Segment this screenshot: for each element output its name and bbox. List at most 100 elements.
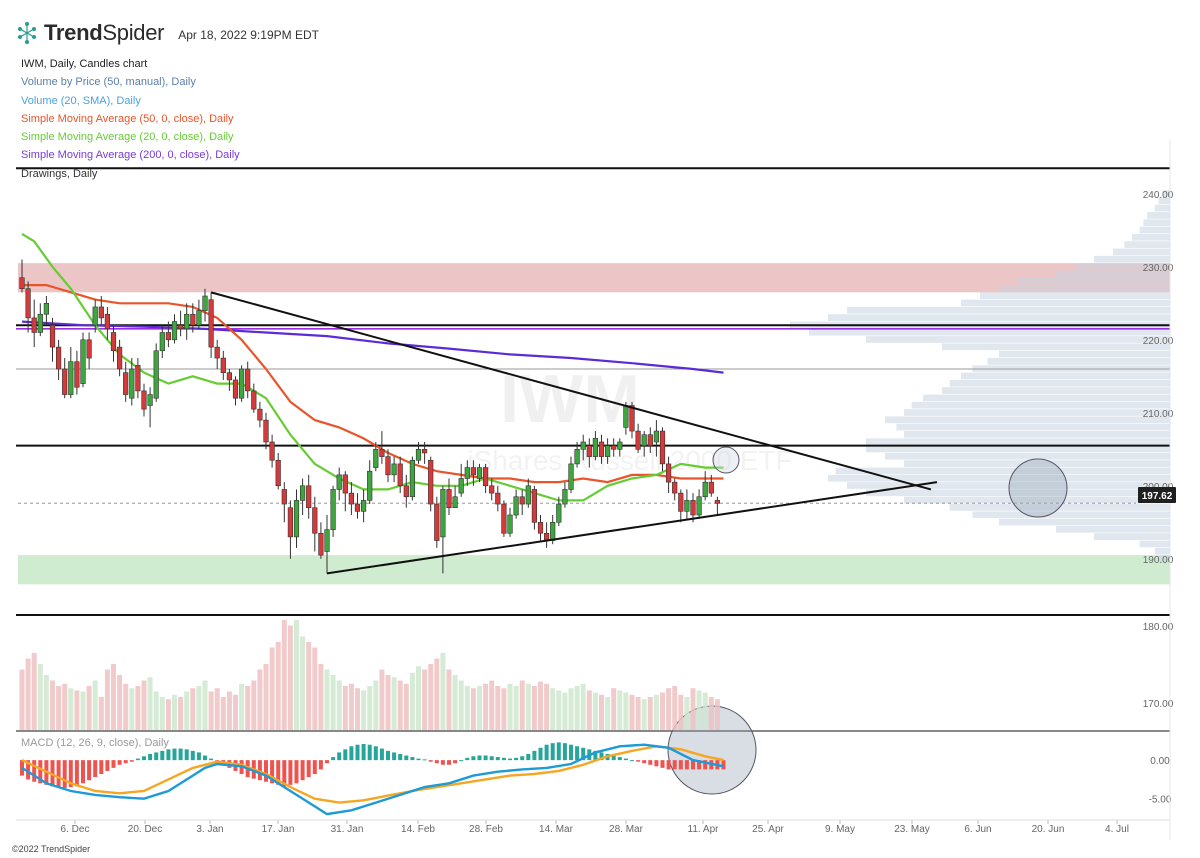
- macd-histogram-bar: [630, 760, 634, 762]
- candle-body: [123, 372, 129, 395]
- volume-bar: [422, 669, 428, 730]
- volume-bar: [275, 642, 281, 730]
- legend-item[interactable]: Volume (20, SMA), Daily: [21, 94, 141, 107]
- candle-body: [568, 463, 574, 490]
- candle-body: [190, 313, 196, 326]
- candle-body: [92, 306, 98, 326]
- volume-bar: [434, 658, 440, 730]
- volume-bar: [556, 690, 562, 730]
- macd-histogram-bar: [556, 742, 561, 761]
- x-tick-label: 4. Jul: [1105, 824, 1129, 835]
- x-tick-label: 25. Apr: [752, 824, 784, 835]
- volume-profile-bar: [904, 409, 1170, 416]
- volume-bar: [25, 658, 31, 730]
- macd-panel: MACD (12, 26, 9, close), Daily: [20, 737, 726, 816]
- candle-body: [104, 313, 110, 330]
- sma200-line: [21, 320, 724, 374]
- macd-signal-line: [21, 745, 724, 804]
- macd-histogram-bar: [111, 760, 116, 768]
- macd-histogram-bar: [26, 760, 31, 780]
- candle-body: [403, 485, 409, 498]
- candle-body: [306, 485, 312, 508]
- volume-bar: [330, 675, 336, 730]
- volume-bar: [666, 688, 672, 730]
- macd-histogram-bar: [538, 747, 543, 761]
- volume-bar: [56, 686, 62, 730]
- candle-body: [360, 500, 367, 512]
- candle-body: [348, 492, 355, 505]
- volume-profile-bar: [1018, 277, 1170, 285]
- legend-item[interactable]: Simple Moving Average (50, 0, close), Da…: [21, 112, 234, 125]
- candle-body: [25, 288, 31, 319]
- candle-body: [80, 339, 86, 384]
- candle-body: [665, 463, 672, 483]
- macd-histogram-bar: [264, 760, 268, 782]
- x-tick-label: 20. Dec: [128, 824, 162, 835]
- volume-bar: [190, 688, 196, 730]
- volume-bar: [702, 692, 708, 730]
- volume-bar: [196, 686, 202, 730]
- macd-histogram-bar: [550, 743, 555, 761]
- candle-body: [702, 481, 708, 498]
- volume-bar: [452, 675, 458, 730]
- x-tick-label: 23. May: [894, 824, 930, 835]
- triangle-lower-trendline: [326, 481, 938, 575]
- volume-bar: [43, 675, 49, 730]
- candle-body: [482, 467, 489, 487]
- candle-body: [373, 448, 379, 468]
- volume-profile-bar: [904, 496, 1170, 504]
- legend-item[interactable]: Simple Moving Average (200, 0, close), D…: [21, 149, 240, 162]
- macd-histogram-bar: [617, 757, 622, 761]
- legend-item[interactable]: Volume by Price (50, manual), Daily: [21, 76, 196, 89]
- volume-bar: [281, 620, 287, 730]
- macd-histogram-bar: [392, 752, 397, 761]
- volume-profile-bar: [911, 401, 1170, 409]
- candle-body: [519, 496, 525, 505]
- volume-profile-bar: [866, 336, 1170, 343]
- price-zones: [18, 263, 1170, 585]
- macd-histogram-bar: [318, 760, 323, 770]
- macd-histogram-bar: [514, 757, 519, 761]
- macd-histogram-bar: [532, 750, 537, 761]
- volume-bar: [367, 686, 373, 730]
- candle-body: [647, 434, 653, 446]
- macd-histogram-bar: [416, 758, 421, 761]
- macd-histogram-bar: [471, 756, 476, 761]
- volume-bar: [92, 680, 98, 730]
- volume-tick-label: 180.00: [1143, 622, 1174, 633]
- volume-bar: [342, 686, 348, 730]
- price-tick-label: 240.00: [1143, 190, 1174, 201]
- candle-body: [55, 346, 62, 370]
- legend-item[interactable]: Simple Moving Average (20, 0, close), Da…: [21, 131, 234, 144]
- x-tick-label: 11. Apr: [688, 824, 720, 835]
- macd-histogram-bar: [410, 757, 415, 761]
- macd-histogram-bar: [270, 760, 275, 784]
- macd-histogram-bar: [105, 760, 110, 771]
- volume-bar: [98, 697, 104, 730]
- macd-histogram-bar: [160, 750, 165, 761]
- macd-histogram-bar: [581, 747, 586, 761]
- candle-body: [129, 368, 135, 399]
- brand-name: TrendSpider: [44, 20, 165, 45]
- legend-item[interactable]: Drawings, Daily: [21, 167, 98, 180]
- candle-body: [385, 456, 391, 476]
- volume-profile-bar: [942, 343, 1170, 351]
- macd-histogram-bar: [288, 760, 293, 785]
- macd-histogram-bar: [575, 746, 580, 761]
- volume-bar: [306, 642, 312, 730]
- volume-bar: [690, 688, 696, 730]
- volume-profile-bar: [961, 372, 1170, 380]
- volume-bar: [568, 688, 574, 730]
- macd-histogram-bar: [660, 760, 665, 768]
- volume-bar: [68, 688, 74, 730]
- support-zone: [18, 555, 1170, 585]
- volume-bar: [501, 688, 507, 730]
- macd-histogram-bar: [373, 746, 378, 761]
- volume-bar: [123, 683, 129, 730]
- volume-profile-bar: [1162, 190, 1170, 197]
- candle-body: [434, 503, 440, 541]
- volume-bar: [397, 680, 403, 730]
- volume-profile-bar: [999, 518, 1170, 526]
- candle-body: [611, 445, 617, 450]
- watermark-name: iShares Russell 2000 ETF: [467, 445, 792, 476]
